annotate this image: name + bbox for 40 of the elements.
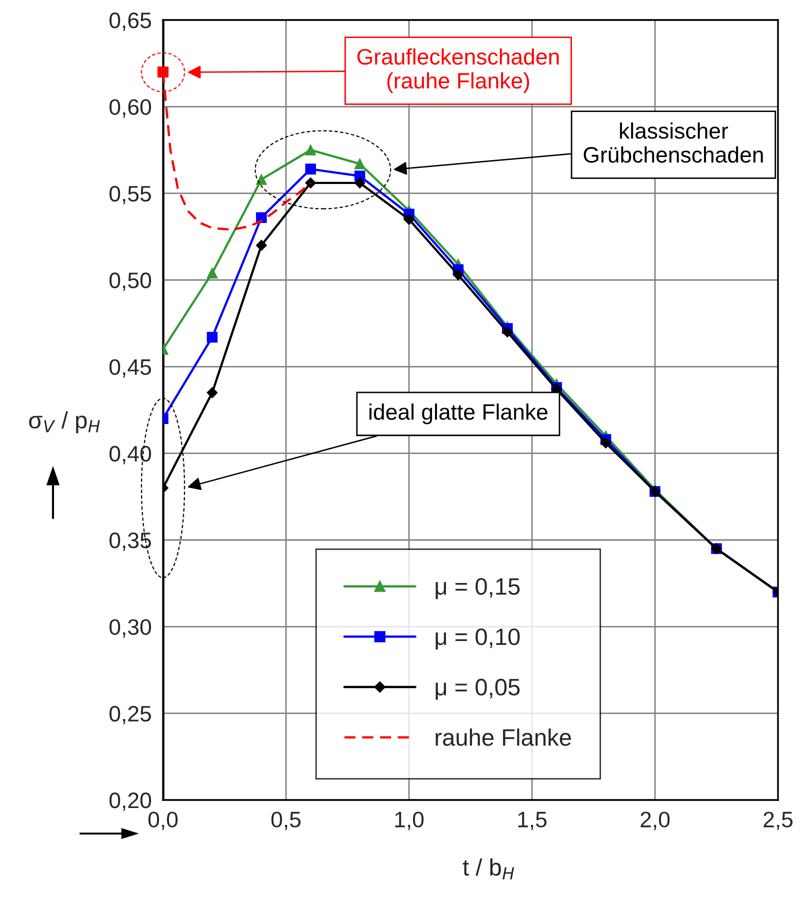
point bbox=[206, 268, 218, 278]
annotation: klassischer Grübchenschaden bbox=[584, 122, 763, 163]
point bbox=[404, 214, 414, 225]
point bbox=[452, 269, 464, 280]
x-tick-label: 2,5 bbox=[764, 812, 793, 830]
point bbox=[502, 326, 513, 338]
y-tick-label: 0,25 bbox=[110, 706, 151, 724]
y-tick-label: 0,30 bbox=[110, 619, 152, 638]
point bbox=[206, 332, 218, 343]
y-tick-label: 0,40 bbox=[110, 446, 152, 464]
x-tick-label: 1,5 bbox=[518, 812, 547, 830]
point bbox=[140, 52, 186, 92]
x-tick-label: 1,0 bbox=[395, 812, 424, 830]
point bbox=[305, 144, 316, 156]
x-tick-label: 2,0 bbox=[640, 812, 670, 830]
y-tick-label: 0,55 bbox=[110, 186, 151, 204]
point bbox=[600, 438, 612, 448]
x-axis-title: t / b$_{H}$ bbox=[462, 858, 514, 880]
point bbox=[305, 164, 316, 174]
y-tick-label: 0,35 bbox=[110, 532, 151, 551]
annotation: ideal glatte Flanke bbox=[370, 404, 548, 424]
legend-label: rauhe Flanke bbox=[436, 728, 571, 746]
point bbox=[256, 240, 267, 251]
point bbox=[354, 178, 366, 188]
legend-label: μ = 0,10 bbox=[436, 628, 520, 650]
x-tick-label: 0,5 bbox=[271, 812, 301, 830]
y-tick-label: 0,50 bbox=[110, 272, 152, 291]
point bbox=[354, 158, 366, 170]
legend-label: μ = 0,05 bbox=[436, 678, 520, 700]
legend-label: μ = 0,15 bbox=[436, 578, 520, 600]
point bbox=[305, 178, 316, 188]
y-tick-label: 0,45 bbox=[110, 359, 151, 378]
annotation: Graufleckenschaden (rauhe Flanke) bbox=[357, 48, 559, 94]
point bbox=[256, 174, 267, 185]
point bbox=[206, 387, 218, 398]
x-tick-label: 0,0 bbox=[148, 812, 178, 830]
y-axis-title: σ$_{V}$ / p$_{H}$ bbox=[29, 411, 100, 434]
y-tick-label: 0,20 bbox=[110, 792, 152, 811]
y-tick-label: 0,65 bbox=[110, 12, 151, 31]
y-tick-label: 0,60 bbox=[110, 99, 152, 118]
